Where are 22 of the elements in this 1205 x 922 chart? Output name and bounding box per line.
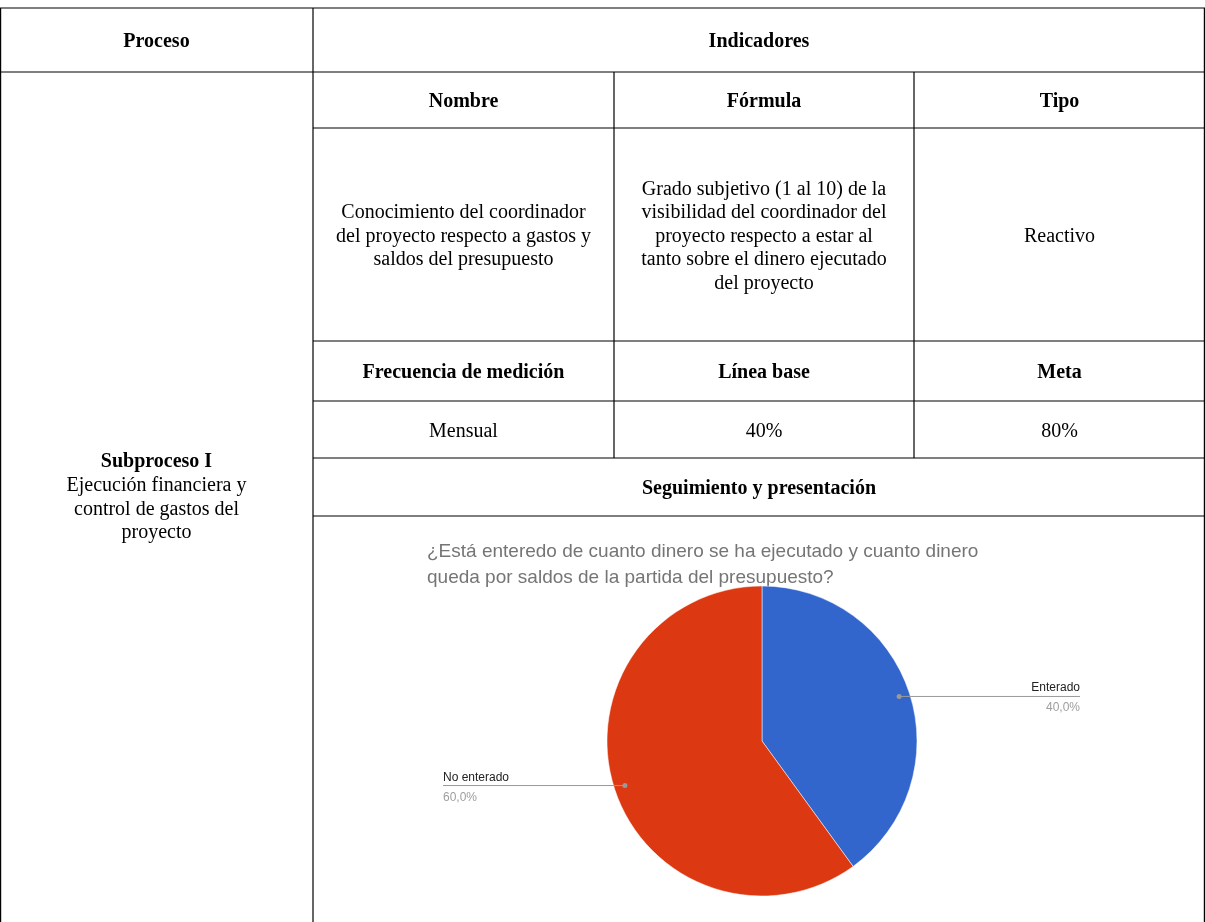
data-label: 60,0% [443,789,478,804]
text: Conocimiento del coordinador del proyecto respecto a gastos y saldos del presupuesto [336,200,591,270]
data-label: 40,0% [1045,700,1081,715]
text: Fórmula [726,89,802,111]
text: 40% [745,418,783,441]
text: Ejecución financiera y control de gastos del proyecto [66,473,247,543]
text: 80% [1041,418,1078,441]
text: Mensual [429,418,499,441]
slice-label: No enterado [443,769,510,784]
text: Reactivo [1023,223,1096,246]
text: Nombre [428,89,499,111]
chart-title: ¿Está enteredo de cuanto dinero se ha ejecutado y cuanto dinero queda por saldos de la partida del presupuesto? [427,540,979,587]
text: Grado subjetivo (1 al 10) de la visibilidad del coordinador del proyecto respecto a estar al tanto sobre el dinero ejecutado del proyecto [641,176,887,294]
text: Subproceso I [100,449,213,472]
text: Frecuencia de medición [362,360,565,382]
text: Tipo [1039,89,1080,112]
text: Línea base [718,360,810,382]
text: Indicadores [708,29,810,51]
text: Proceso [123,29,190,51]
slice-label: Enterado [1031,680,1081,695]
text: Meta [1037,360,1082,382]
text: Seguimiento y presentación [641,476,877,499]
